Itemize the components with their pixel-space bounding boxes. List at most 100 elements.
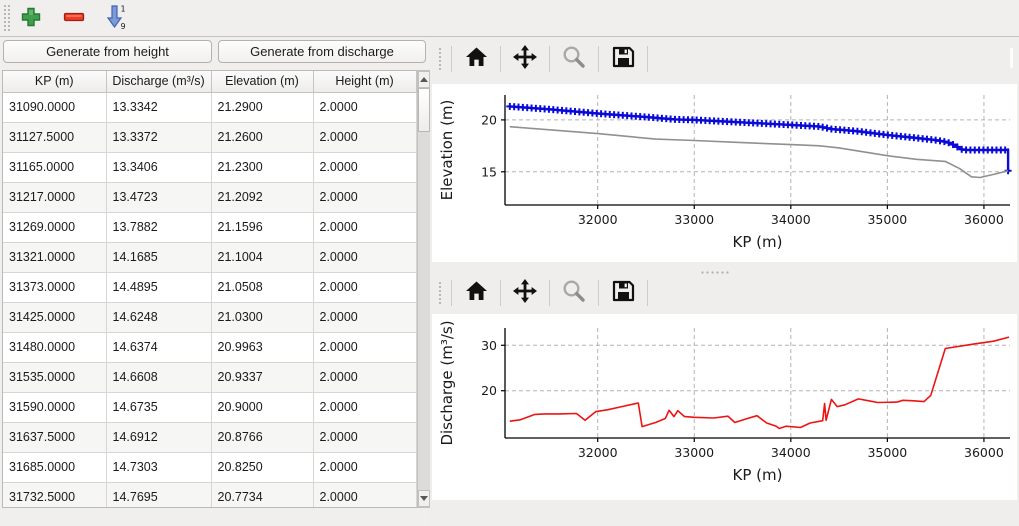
table-cell[interactable]: 21.0508: [211, 272, 314, 303]
column-header[interactable]: KP (m): [3, 71, 107, 93]
table-cell[interactable]: 2.0000: [313, 482, 417, 507]
table-cell[interactable]: 21.2900: [211, 92, 314, 123]
table-cell[interactable]: 31373.0000: [3, 272, 107, 303]
toolbar-grip[interactable]: [3, 4, 10, 32]
table-cell[interactable]: 21.1596: [211, 212, 314, 243]
save-icon: [611, 45, 636, 74]
table-row: 31425.0000 14.6248 21.0300 2.0000: [3, 302, 417, 333]
generate-from-discharge-button[interactable]: Generate from discharge: [218, 40, 426, 63]
table-cell[interactable]: 2.0000: [313, 152, 417, 183]
table-cell[interactable]: 31321.0000: [3, 242, 107, 273]
table-cell[interactable]: 2.0000: [313, 242, 417, 273]
chart-toolbar-grip[interactable]: [438, 281, 443, 305]
remove-row-button[interactable]: [60, 5, 88, 33]
column-header[interactable]: Height (m): [313, 71, 417, 93]
column-header[interactable]: Discharge (m³/s): [106, 71, 212, 93]
table-cell[interactable]: 20.7734: [211, 482, 314, 507]
table-cell[interactable]: 31732.5000: [3, 482, 107, 507]
chart-toolbar-grip[interactable]: [438, 47, 443, 71]
table-cell[interactable]: 31425.0000: [3, 302, 107, 333]
table-cell[interactable]: 2.0000: [313, 392, 417, 423]
home-button[interactable]: [460, 44, 492, 74]
table-cell[interactable]: 2.0000: [313, 422, 417, 453]
discharge-chart[interactable]: 32000 33000 34000 35000 36000 20 30 KP (m) Disch…: [432, 314, 1017, 500]
sort-ascending-button[interactable]: 1 9: [102, 4, 130, 33]
svg-text:9: 9: [121, 22, 126, 30]
table-cell[interactable]: 14.1685: [106, 242, 212, 273]
table-cell[interactable]: 14.6248: [106, 302, 212, 333]
toolbar-separator: [549, 280, 550, 306]
table-cell[interactable]: 20.9337: [211, 362, 314, 393]
table-cell[interactable]: 14.6608: [106, 362, 212, 393]
table-cell[interactable]: 31217.0000: [3, 182, 107, 213]
table-cell[interactable]: 31269.0000: [3, 212, 107, 243]
elevation-chart[interactable]: 32000 33000 34000 35000 36000 15 20 KP (m) Eleva…: [432, 84, 1017, 262]
table-cell[interactable]: 14.6374: [106, 332, 212, 363]
table-cell[interactable]: 31685.0000: [3, 452, 107, 483]
table-cell[interactable]: 20.8766: [211, 422, 314, 453]
table-cell[interactable]: 14.6912: [106, 422, 212, 453]
pan-button[interactable]: [509, 44, 541, 74]
scroll-down-button[interactable]: [418, 490, 430, 507]
table-cell[interactable]: 20.8250: [211, 452, 314, 483]
svg-text:32000: 32000: [578, 445, 618, 460]
table-cell[interactable]: 13.3372: [106, 122, 212, 153]
table-cell[interactable]: 31127.5000: [3, 122, 107, 153]
table-cell[interactable]: 21.2092: [211, 182, 314, 213]
table-cell[interactable]: 13.3342: [106, 92, 212, 123]
table-cell[interactable]: 31480.0000: [3, 332, 107, 363]
table-cell[interactable]: 21.2600: [211, 122, 314, 153]
discharge-chart-toolbar: [438, 276, 1013, 310]
table-cell[interactable]: 2.0000: [313, 302, 417, 333]
scrollbar-thumb[interactable]: [418, 88, 430, 132]
table-cell[interactable]: 13.4723: [106, 182, 212, 213]
table-cell[interactable]: 31535.0000: [3, 362, 107, 393]
table-cell[interactable]: 20.9963: [211, 332, 314, 363]
panel-scrollbar[interactable]: [1010, 48, 1013, 68]
table-cell[interactable]: 2.0000: [313, 452, 417, 483]
table-cell[interactable]: 2.0000: [313, 92, 417, 123]
table-row: 31269.0000 13.7882 21.1596 2.0000: [3, 212, 417, 243]
zoom-button[interactable]: [558, 44, 590, 74]
table-cell[interactable]: 2.0000: [313, 362, 417, 393]
table-cell[interactable]: 31590.0000: [3, 392, 107, 423]
table-cell[interactable]: 21.0300: [211, 302, 314, 333]
table-cell[interactable]: 14.7303: [106, 452, 212, 483]
save-button[interactable]: [607, 44, 639, 74]
table-cell[interactable]: 31165.0000: [3, 152, 107, 183]
svg-text:1: 1: [121, 4, 126, 13]
toolbar-separator: [598, 280, 599, 306]
svg-text:30: 30: [481, 338, 497, 353]
table-row: 31165.0000 13.3406 21.2300 2.0000: [3, 152, 417, 183]
save-button[interactable]: [607, 278, 639, 308]
table-cell[interactable]: 20.9000: [211, 392, 314, 423]
table-cell[interactable]: 21.1004: [211, 242, 314, 273]
table-cell[interactable]: 2.0000: [313, 212, 417, 243]
table-cell[interactable]: 2.0000: [313, 182, 417, 213]
table-cell[interactable]: 31637.5000: [3, 422, 107, 453]
table-cell[interactable]: 14.7695: [106, 482, 212, 507]
table-cell[interactable]: 13.3406: [106, 152, 212, 183]
svg-text:35000: 35000: [867, 212, 907, 227]
table-cell[interactable]: 2.0000: [313, 272, 417, 303]
table-cell[interactable]: 31090.0000: [3, 92, 107, 123]
table-cell[interactable]: 14.4895: [106, 272, 212, 303]
toolbar-separator: [451, 46, 452, 72]
generate-from-height-button[interactable]: Generate from height: [3, 40, 212, 63]
home-icon: [464, 45, 489, 74]
table-cell[interactable]: 2.0000: [313, 122, 417, 153]
home-button[interactable]: [460, 278, 492, 308]
add-row-button[interactable]: [17, 5, 45, 33]
table-scrollbar[interactable]: [417, 70, 431, 508]
pan-button[interactable]: [509, 278, 541, 308]
table-cell[interactable]: 21.2300: [211, 152, 314, 183]
table-cell[interactable]: 14.6735: [106, 392, 212, 423]
svg-text:34000: 34000: [771, 445, 811, 460]
table-cell[interactable]: 13.7882: [106, 212, 212, 243]
scroll-up-button[interactable]: [418, 71, 430, 88]
toolbar-separator: [549, 46, 550, 72]
zoom-button[interactable]: [558, 278, 590, 308]
table-cell[interactable]: 2.0000: [313, 332, 417, 363]
chart-splitter-handle[interactable]: [700, 270, 730, 275]
column-header[interactable]: Elevation (m): [211, 71, 314, 93]
